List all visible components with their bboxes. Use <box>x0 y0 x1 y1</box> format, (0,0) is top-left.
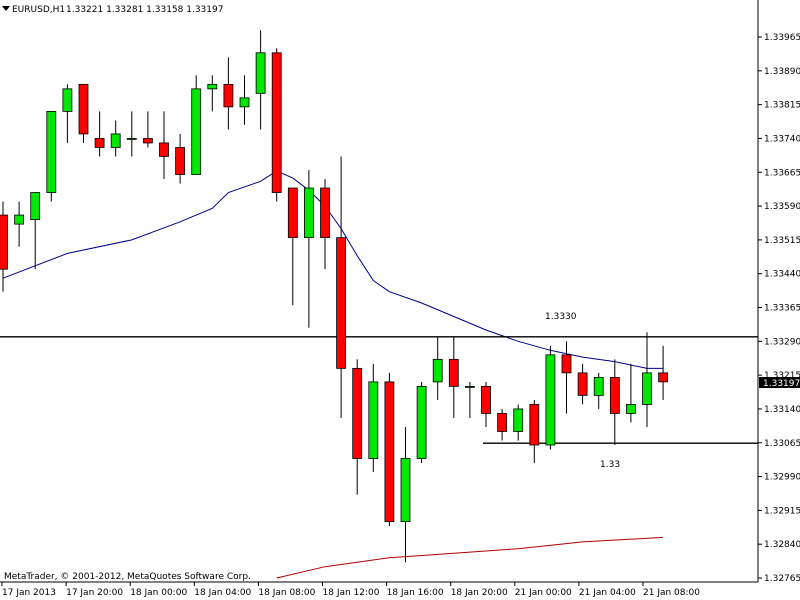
chart-ohlc: 1.33221 1.33281 1.33158 1.33197 <box>66 5 223 15</box>
bullish-candle <box>545 354 556 446</box>
bearish-candle <box>271 52 282 193</box>
price-tick-label: 1.33590 <box>764 202 800 212</box>
price-tick-label: 1.33890 <box>764 67 800 77</box>
price-tick-label: 1.33440 <box>764 270 800 280</box>
bearish-candle <box>94 138 105 148</box>
horizontal-levels[interactable]: 1.3330 1.33 <box>0 312 758 470</box>
bearish-candle <box>529 404 540 446</box>
time-tick-label: 17 Jan 20:00 <box>66 588 123 598</box>
time-tick-label: 18 Jan 16:00 <box>387 588 444 598</box>
moving-average-line-blue <box>2 170 664 369</box>
bullish-candle <box>464 385 475 388</box>
time-tick-label: 17 Jan 2013 <box>2 588 56 598</box>
price-tick-label: 1.33365 <box>764 304 800 314</box>
bullish-candle <box>642 372 652 405</box>
time-tick-label: 21 Jan 08:00 <box>643 588 700 598</box>
price-tick-label: 1.33740 <box>764 134 800 144</box>
bullish-candle <box>593 376 604 396</box>
copyright-text: MetaTrader, © 2001-2012, MetaQuotes Soft… <box>4 572 251 582</box>
moving-average-line-red <box>276 536 664 579</box>
chart-header-triangle-icon <box>2 6 10 11</box>
time-tick-label: 18 Jan 20:00 <box>451 588 508 598</box>
bullish-candle <box>62 88 73 112</box>
bearish-candle <box>78 83 89 135</box>
bullish-candle <box>626 404 636 414</box>
support-level-label: 1.33 <box>600 460 620 470</box>
bullish-candle <box>513 408 524 432</box>
price-tick-label: 1.33665 <box>764 168 800 178</box>
time-tick-label: 18 Jan 08:00 <box>258 588 315 598</box>
bearish-candle <box>448 358 459 387</box>
candlesticks <box>0 30 668 563</box>
bullish-candle <box>30 192 41 220</box>
time-tick-label: 21 Jan 04:00 <box>579 588 636 598</box>
chart-symbol: EURUSD,H1 <box>12 5 65 15</box>
bullish-candle <box>191 88 202 175</box>
price-tick-label: 1.33515 <box>764 236 800 246</box>
bullish-candle <box>110 133 121 148</box>
bearish-candle <box>658 372 668 383</box>
bearish-candle <box>561 354 572 374</box>
bullish-candle <box>400 458 411 523</box>
resistance-level-label: 1.3330 <box>545 312 577 322</box>
bullish-candle <box>126 138 137 140</box>
price-tick-label: 1.33965 <box>764 33 800 43</box>
time-tick-label: 18 Jan 00:00 <box>130 588 187 598</box>
bullish-candle <box>207 83 218 90</box>
bullish-candle <box>46 110 57 193</box>
bearish-candle <box>497 413 508 432</box>
current-price-tag <box>759 377 800 388</box>
time-tick-label: 21 Jan 00:00 <box>515 588 572 598</box>
bearish-candle <box>609 376 620 414</box>
bullish-candle <box>303 187 314 239</box>
price-tick-label: 1.33065 <box>764 439 800 449</box>
bearish-candle <box>159 142 169 157</box>
bearish-candle <box>175 147 186 175</box>
price-tick-label: 1.32915 <box>764 506 800 516</box>
price-tick-label: 1.32990 <box>764 473 800 483</box>
bullish-candle <box>239 97 250 108</box>
time-axis: 17 Jan 2013 17 Jan 20:00 18 Jan 00:00 18 Ja… <box>1 582 700 598</box>
price-axis: 1.33965 1.33890 1.33815 1.33740 1.33665 1.335… <box>758 33 800 584</box>
price-tick-label: 1.33290 <box>764 337 800 347</box>
moving-averages <box>2 170 664 579</box>
bearish-candle <box>577 372 588 396</box>
bullish-candle <box>255 52 266 94</box>
price-tick-label: 1.33140 <box>764 405 800 415</box>
price-tick-label: 1.32765 <box>764 574 800 584</box>
bearish-candle <box>336 237 347 369</box>
bearish-candle <box>481 385 491 414</box>
time-tick-label: 18 Jan 04:00 <box>194 588 251 598</box>
price-tick-label: 1.33215 <box>764 371 800 381</box>
bearish-candle <box>320 187 330 239</box>
bullish-candle <box>368 381 379 459</box>
price-tick-label: 1.33815 <box>764 101 800 111</box>
bearish-candle <box>287 187 298 239</box>
bullish-candle <box>14 214 25 225</box>
bearish-candle <box>352 367 363 459</box>
bearish-candle <box>223 83 234 108</box>
bearish-candle <box>384 381 395 523</box>
bearish-candle <box>0 214 8 270</box>
time-tick-label: 18 Jan 12:00 <box>323 588 380 598</box>
bullish-candle <box>416 385 427 459</box>
bullish-candle <box>432 358 443 383</box>
bearish-candle <box>142 138 153 144</box>
current-price-label: 1.33197 <box>763 379 800 389</box>
price-tick-label: 1.32840 <box>764 540 800 550</box>
